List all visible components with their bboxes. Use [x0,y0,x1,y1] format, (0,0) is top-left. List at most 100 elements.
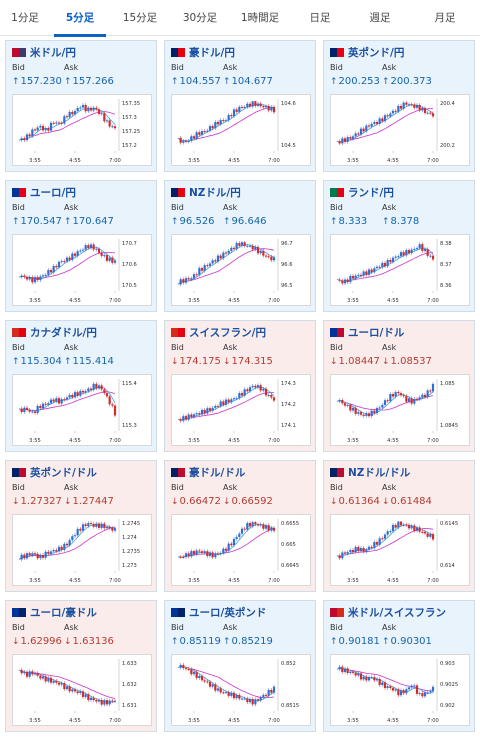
rate-card-gbp-jpy[interactable]: 英ポンド/円 Bid Ask ↑200.253 ↑200.373 200.4 200.2 3:… [323,40,475,172]
chart-svg: 0.6655 0.665 0.6645 3:55 4:55 7:00 [177,519,299,584]
candle-body [216,688,220,691]
candle-body [346,668,349,674]
quote-flag-icon [19,467,26,477]
pair-link[interactable]: 米ドル/スイスフラン [348,606,447,619]
card-header: ユーロ/豪ドル [12,605,97,619]
rate-card-aud-jpy[interactable]: 豪ドル/円 Bid Ask ↑104.557 ↑104.677 104.6 104.5 3:5… [164,40,316,172]
candlestick-chart[interactable]: 0.6655 0.665 0.6645 3:55 4:55 7:00 [171,514,311,586]
bid-label: Bid [330,623,343,632]
candle-body [71,394,74,398]
candle-body [394,256,397,258]
rate-card-usd-chf[interactable]: 米ドル/スイスフラン Bid Ask ↑0.90181 ↑0.90301 0.903 0.9… [323,600,475,732]
candlestick-chart[interactable]: 0.6145 0.614 3:55 4:55 7:00 [330,514,470,586]
candlestick-chart[interactable]: 1.2745 1.274 1.2735 1.273 3:55 4:55 7:00 [12,514,152,586]
rate-card-zar-jpy[interactable]: ランド/円 Bid Ask ↑8.333 ↑8.378 8.38 8.37 8.36 3:55 4… [323,180,475,312]
candle-body [97,700,101,702]
rate-card-cad-jpy[interactable]: カナダドル/円 Bid Ask ↑115.304 ↑115.414 115.4 115.3 3… [5,320,157,452]
pair-link[interactable]: スイスフラン/円 [189,326,267,339]
x-tick-label: 7:00 [268,718,280,724]
base-flag-icon [171,607,178,617]
candlestick-chart[interactable]: 200.4 200.2 3:55 4:55 7:00 [330,94,470,166]
rate-card-chf-jpy[interactable]: スイスフラン/円 Bid Ask ↓174.175 ↓174.315 174.3 174.2… [164,320,316,452]
candle-body [41,555,45,558]
candle-body [33,411,37,413]
pair-link[interactable]: NZドル/ドル [348,466,411,479]
candle-body [232,692,236,699]
candlestick-chart[interactable]: 0.852 0.8515 3:55 4:55 7:00 [171,654,311,726]
pair-link[interactable]: ユーロ/英ポンド [189,606,267,619]
pair-link[interactable]: ユーロ/豪ドル [30,606,97,619]
rate-card-eur-usd[interactable]: ユーロ/ドル Bid Ask ↓1.08447 ↓1.08537 1.085 1.0845 3… [323,320,475,452]
candle-body [254,699,257,705]
candle-body [84,391,87,393]
candle-body [386,260,389,267]
currency-flag-icon [330,187,344,197]
trend-arrow-icon: ↑ [382,77,390,87]
candle-body [105,120,109,122]
pair-link[interactable]: ランド/円 [348,186,394,199]
x-tick-label: 7:00 [109,298,121,304]
pair-link[interactable]: 英ポンド/ドル [30,466,97,479]
rate-card-nzd-jpy[interactable]: NZドル/円 Bid Ask ↑96.526 ↑96.646 96.7 96.6 96.5 3:… [164,180,316,312]
rate-card-eur-aud[interactable]: ユーロ/豪ドル Bid Ask ↓1.62996 ↓1.63136 1.633 1.632 1… [5,600,157,732]
candle-body [394,689,397,691]
bid-value: ↓1.08447 [330,356,380,367]
candle-body [421,107,424,111]
y-tick-label: 0.6645 [281,563,299,569]
tab-2[interactable]: 15分足 [122,12,158,24]
candlestick-chart[interactable]: 157.35 157.3 157.25 157.2 3:55 4:55 7:00 [12,94,152,166]
candlestick-chart[interactable]: 174.3 174.2 174.1 3:55 4:55 7:00 [171,374,311,446]
candle-body [63,399,66,401]
pair-link[interactable]: 英ポンド/円 [348,46,405,59]
candlestick-chart[interactable]: 170.7 170.6 170.5 3:55 4:55 7:00 [12,234,152,306]
candlestick-chart[interactable]: 104.6 104.5 3:55 4:55 7:00 [171,94,311,166]
bid-ask-values: ↑170.547 ↑170.647 [12,216,152,228]
pair-link[interactable]: 豪ドル/ドル [189,466,246,479]
rate-card-usd-jpy[interactable]: 米ドル/円 Bid Ask ↑157.230 ↑157.266 157.35 157.3 15… [5,40,157,172]
pair-link[interactable]: 豪ドル/円 [189,46,235,59]
ask-text: 104.677 [231,76,273,87]
bid-ask-values: ↓0.66472 ↓0.66592 [171,496,311,508]
pair-link[interactable]: 米ドル/円 [30,46,76,59]
ask-value: ↑104.677 [223,76,273,87]
candle-body [248,245,252,247]
candle-body [381,682,384,686]
candle-body [240,106,244,108]
pair-link[interactable]: ユーロ/円 [30,186,76,199]
tab-3[interactable]: 30分足 [182,12,218,24]
tab-6[interactable]: 週足 [369,12,391,24]
pair-link[interactable]: カナダドル/円 [30,326,97,339]
candle-body [20,554,23,560]
tab-7[interactable]: 月足 [434,12,456,24]
rate-card-eur-gbp[interactable]: ユーロ/英ポンド Bid Ask ↑0.85119 ↑0.85219 0.852 0.851… [164,600,316,732]
candlestick-chart[interactable]: 8.38 8.37 8.36 3:55 4:55 7:00 [330,234,470,306]
rate-card-eur-jpy[interactable]: ユーロ/円 Bid Ask ↑170.547 ↑170.647 170.7 170.6 170… [5,180,157,312]
candle-body [410,525,413,529]
candle-body [262,388,265,391]
tab-4[interactable]: 1時間足 [240,12,280,24]
rate-card-gbp-usd[interactable]: 英ポンド/ドル Bid Ask ↓1.27327 ↓1.27447 1.2745 1.274… [5,460,157,592]
tab-0[interactable]: 1分足 [11,12,39,24]
candlestick-chart[interactable]: 96.7 96.6 96.5 3:55 4:55 7:00 [171,234,311,306]
pair-link[interactable]: ユーロ/ドル [348,326,405,339]
pair-link[interactable]: NZドル/円 [189,186,241,199]
rate-card-nzd-usd[interactable]: NZドル/ドル Bid Ask ↓0.61364 ↓0.61484 0.6145 0.614… [323,460,475,592]
candlestick-chart[interactable]: 1.085 1.0845 3:55 4:55 7:00 [330,374,470,446]
candlestick-chart[interactable]: 0.903 0.9025 0.902 3:55 4:55 7:00 [330,654,470,726]
candlestick-chart[interactable]: 1.633 1.632 1.631 3:55 4:55 7:00 [12,654,152,726]
tab-1[interactable]: 5分足 [50,0,110,37]
candle-body [354,546,357,552]
candle-body [429,390,432,392]
candle-body [92,107,95,111]
candle-body [100,523,103,528]
currency-flag-icon [12,607,26,617]
x-tick-label: 4:55 [387,158,399,164]
candle-body [211,260,214,264]
tab-5[interactable]: 日足 [309,12,331,24]
candle-body [431,534,435,540]
candle-body [367,125,371,127]
candle-body [108,526,111,529]
candlestick-chart[interactable]: 115.4 115.3 3:55 4:55 7:00 [12,374,152,446]
rate-card-aud-usd[interactable]: 豪ドル/ドル Bid Ask ↓0.66472 ↓0.66592 0.6655 0.665 0… [164,460,316,592]
x-tick-label: 3:55 [188,578,200,584]
